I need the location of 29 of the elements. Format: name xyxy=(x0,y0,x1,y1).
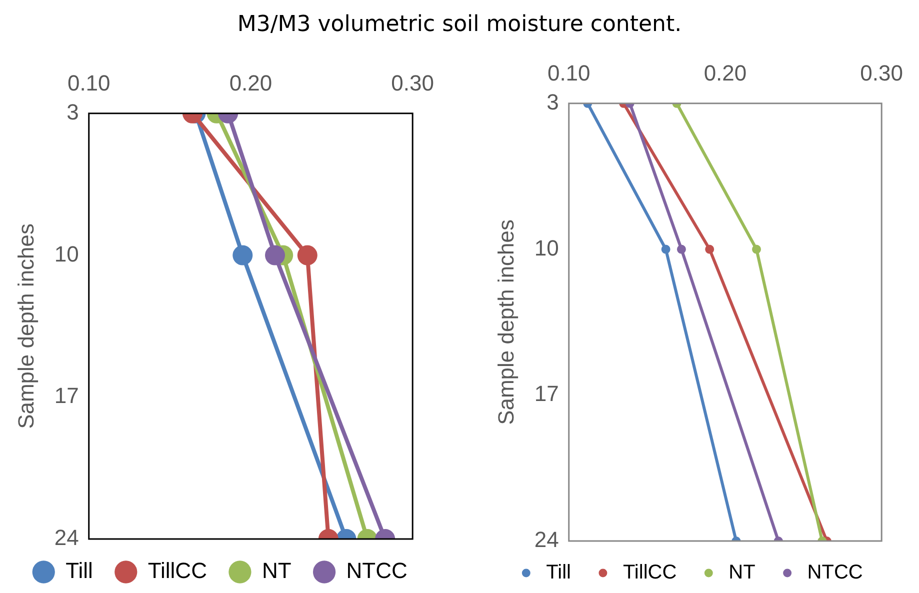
y-tick-label: 10 xyxy=(54,241,79,266)
y-axis-title: Sample depth inches xyxy=(493,219,518,425)
x-tick-label: 0.10 xyxy=(547,60,590,86)
point xyxy=(661,244,670,254)
y-axis-title: Sample depth inches xyxy=(13,223,38,429)
legend-label: NTCC xyxy=(807,562,863,584)
legend-label: TillCC xyxy=(148,558,208,584)
x-tick-label: 0.20 xyxy=(704,60,747,86)
x-tick-label: 0.30 xyxy=(391,70,434,96)
legend-label: TillCC xyxy=(622,562,677,584)
y-tick-label: 24 xyxy=(534,527,559,552)
y-tick-label: 10 xyxy=(534,235,559,260)
legend-label: NTCC xyxy=(346,558,408,584)
y-tick-label: 3 xyxy=(546,89,559,114)
y-tick-label: 17 xyxy=(534,381,559,406)
legend-label: Till xyxy=(546,562,571,584)
legend-label: NT xyxy=(262,558,292,584)
point xyxy=(752,244,762,254)
x-tick-label: 0.20 xyxy=(229,70,272,96)
legend-label: Till xyxy=(66,558,93,584)
y-tick-label: 3 xyxy=(66,99,79,124)
y-tick-label: 17 xyxy=(54,383,79,408)
point xyxy=(676,244,686,254)
legend-label: NT xyxy=(728,562,756,584)
text: M3/M3 volumetric soil moisture content. xyxy=(236,12,683,37)
x-tick-label: 0.10 xyxy=(67,70,110,96)
point xyxy=(705,244,714,254)
y-tick-label: 24 xyxy=(54,525,79,550)
x-tick-label: 0.30 xyxy=(860,60,904,86)
